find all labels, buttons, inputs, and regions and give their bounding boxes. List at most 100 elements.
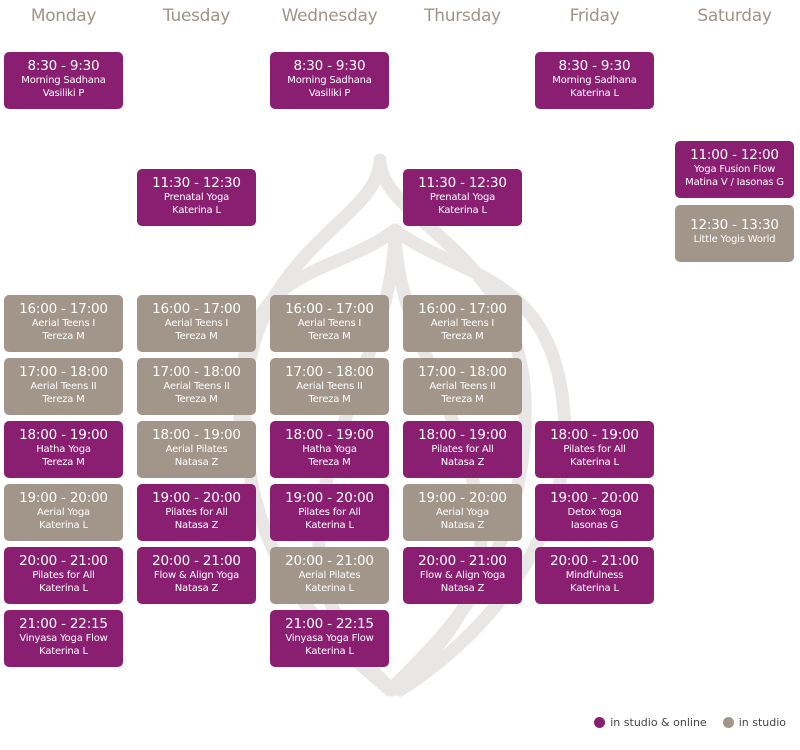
legend-dot-online xyxy=(594,717,606,728)
class-time: 11:30 - 12:30 xyxy=(152,175,241,191)
class-card[interactable]: 19:00 - 20:00 Aerial Yoga Katerina L xyxy=(4,484,123,541)
class-card[interactable]: 20:00 - 21:00 Aerial Pilates Katerina L xyxy=(270,547,389,604)
class-name: Vinyasa Yoga Flow xyxy=(285,633,374,644)
class-name: Pilates for All xyxy=(298,507,361,518)
class-name: Morning Sadhana xyxy=(287,75,372,86)
class-name: Mindfulness xyxy=(565,570,624,581)
class-instructor: Natasa Z xyxy=(440,457,485,468)
class-name: Pilates for All xyxy=(165,507,228,518)
class-card[interactable]: 20:00 - 21:00 Flow & Align Yoga Natasa Z xyxy=(137,547,256,604)
class-time: 17:00 - 18:00 xyxy=(152,364,241,380)
class-card[interactable]: 16:00 - 17:00 Aerial Teens I Tereza M xyxy=(137,295,256,352)
class-time: 11:00 - 12:00 xyxy=(690,147,779,163)
class-time: 17:00 - 18:00 xyxy=(418,364,507,380)
class-instructor: Tereza M xyxy=(42,457,85,468)
class-time: 21:00 - 22:15 xyxy=(285,616,374,632)
class-time: 19:00 - 20:00 xyxy=(19,490,108,506)
class-name: Vinyasa Yoga Flow xyxy=(19,633,108,644)
class-card[interactable]: 16:00 - 17:00 Aerial Teens I Tereza M xyxy=(403,295,522,352)
class-card[interactable]: 20:00 - 21:00 Flow & Align Yoga Natasa Z xyxy=(403,547,522,604)
class-instructor: Katerina L xyxy=(39,646,88,657)
class-name: Little Yogis World xyxy=(693,234,776,245)
class-instructor: Katerina L xyxy=(570,457,619,468)
class-card[interactable]: 20:00 - 21:00 Pilates for All Katerina L xyxy=(4,547,123,604)
class-card[interactable]: 17:00 - 18:00 Aerial Teens II Tereza M xyxy=(403,358,522,415)
class-instructor: Tereza M xyxy=(175,331,218,342)
class-instructor: Tereza M xyxy=(308,394,351,405)
class-time: 8:30 - 9:30 xyxy=(293,58,366,74)
class-time: 16:00 - 17:00 xyxy=(285,301,374,317)
class-instructor: Katerina L xyxy=(305,646,354,657)
class-card[interactable]: 8:30 - 9:30 Morning Sadhana Katerina L xyxy=(535,52,654,109)
class-name: Hatha Yoga xyxy=(302,444,357,455)
class-card[interactable]: 18:00 - 19:00 Pilates for All Katerina L xyxy=(535,421,654,478)
class-time: 8:30 - 9:30 xyxy=(27,58,100,74)
class-instructor: Katerina L xyxy=(570,583,619,594)
class-instructor: Tereza M xyxy=(441,394,484,405)
class-name: Aerial Teens I xyxy=(430,318,495,329)
day-header-thursday: Thursday xyxy=(424,6,501,26)
class-time: 16:00 - 17:00 xyxy=(19,301,108,317)
class-time: 18:00 - 19:00 xyxy=(418,427,507,443)
class-instructor: Tereza M xyxy=(308,457,351,468)
class-name: Hatha Yoga xyxy=(36,444,91,455)
class-name: Flow & Align Yoga xyxy=(153,570,240,581)
class-name: Aerial Yoga xyxy=(436,507,489,518)
class-card[interactable]: 17:00 - 18:00 Aerial Teens II Tereza M xyxy=(270,358,389,415)
class-card[interactable]: 20:00 - 21:00 Mindfulness Katerina L xyxy=(535,547,654,604)
class-instructor: Matina V / Iasonas G xyxy=(685,177,784,188)
class-name: Detox Yoga xyxy=(567,507,622,518)
class-card[interactable]: 11:30 - 12:30 Prenatal Yoga Katerina L xyxy=(137,169,256,226)
class-instructor: Tereza M xyxy=(42,394,85,405)
class-time: 18:00 - 19:00 xyxy=(285,427,374,443)
class-card[interactable]: 21:00 - 22:15 Vinyasa Yoga Flow Katerina L xyxy=(4,610,123,667)
class-instructor: Tereza M xyxy=(441,331,484,342)
class-instructor: Katerina L xyxy=(39,583,88,594)
class-name: Pilates for All xyxy=(32,570,95,581)
class-time: 8:30 - 9:30 xyxy=(558,58,631,74)
class-card[interactable]: 12:30 - 13:30 Little Yogis World xyxy=(675,205,794,262)
class-card[interactable]: 16:00 - 17:00 Aerial Teens I Tereza M xyxy=(4,295,123,352)
class-time: 20:00 - 21:00 xyxy=(285,553,374,569)
class-name: Aerial Pilates xyxy=(165,444,228,455)
class-card[interactable]: 19:00 - 20:00 Pilates for All Katerina L xyxy=(270,484,389,541)
day-header-wednesday: Wednesday xyxy=(281,6,378,26)
class-name: Aerial Teens II xyxy=(163,381,230,392)
class-card[interactable]: 19:00 - 20:00 Pilates for All Natasa Z xyxy=(137,484,256,541)
class-time: 18:00 - 19:00 xyxy=(550,427,639,443)
class-card[interactable]: 11:00 - 12:00 Yoga Fusion Flow Matina V / … xyxy=(675,141,794,198)
class-card[interactable]: 18:00 - 19:00 Aerial Pilates Natasa Z xyxy=(137,421,256,478)
class-card[interactable]: 8:30 - 9:30 Morning Sadhana Vasiliki P xyxy=(4,52,123,109)
class-card[interactable]: 8:30 - 9:30 Morning Sadhana Vasiliki P xyxy=(270,52,389,109)
class-name: Flow & Align Yoga xyxy=(419,570,506,581)
class-name: Aerial Teens II xyxy=(296,381,363,392)
class-time: 19:00 - 20:00 xyxy=(152,490,241,506)
class-card[interactable]: 18:00 - 19:00 Hatha Yoga Tereza M xyxy=(4,421,123,478)
class-card[interactable]: 11:30 - 12:30 Prenatal Yoga Katerina L xyxy=(403,169,522,226)
class-instructor: Tereza M xyxy=(308,331,351,342)
legend: in studio & online in studio xyxy=(594,716,786,729)
class-time: 17:00 - 18:00 xyxy=(285,364,374,380)
legend-label-studio: in studio xyxy=(738,716,786,729)
class-card[interactable]: 19:00 - 20:00 Detox Yoga Iasonas G xyxy=(535,484,654,541)
class-card[interactable]: 17:00 - 18:00 Aerial Teens II Tereza M xyxy=(137,358,256,415)
class-instructor: Natasa Z xyxy=(440,520,485,531)
legend-label-online: in studio & online xyxy=(610,716,707,729)
class-card[interactable]: 19:00 - 20:00 Aerial Yoga Natasa Z xyxy=(403,484,522,541)
class-time: 11:30 - 12:30 xyxy=(418,175,507,191)
class-time: 20:00 - 21:00 xyxy=(152,553,241,569)
class-instructor: Vasiliki P xyxy=(308,88,351,99)
class-card[interactable]: 17:00 - 18:00 Aerial Teens II Tereza M xyxy=(4,358,123,415)
class-card[interactable]: 16:00 - 17:00 Aerial Teens I Tereza M xyxy=(270,295,389,352)
class-instructor: Tereza M xyxy=(175,394,218,405)
class-time: 19:00 - 20:00 xyxy=(550,490,639,506)
class-instructor: Katerina L xyxy=(305,520,354,531)
class-instructor: Iasonas G xyxy=(570,520,619,531)
class-instructor: Vasiliki P xyxy=(42,88,85,99)
class-name: Aerial Teens I xyxy=(164,318,229,329)
class-card[interactable]: 18:00 - 19:00 Pilates for All Natasa Z xyxy=(403,421,522,478)
class-name: Aerial Teens I xyxy=(297,318,362,329)
day-header-tuesday: Tuesday xyxy=(162,6,231,26)
class-card[interactable]: 21:00 - 22:15 Vinyasa Yoga Flow Katerina L xyxy=(270,610,389,667)
class-card[interactable]: 18:00 - 19:00 Hatha Yoga Tereza M xyxy=(270,421,389,478)
